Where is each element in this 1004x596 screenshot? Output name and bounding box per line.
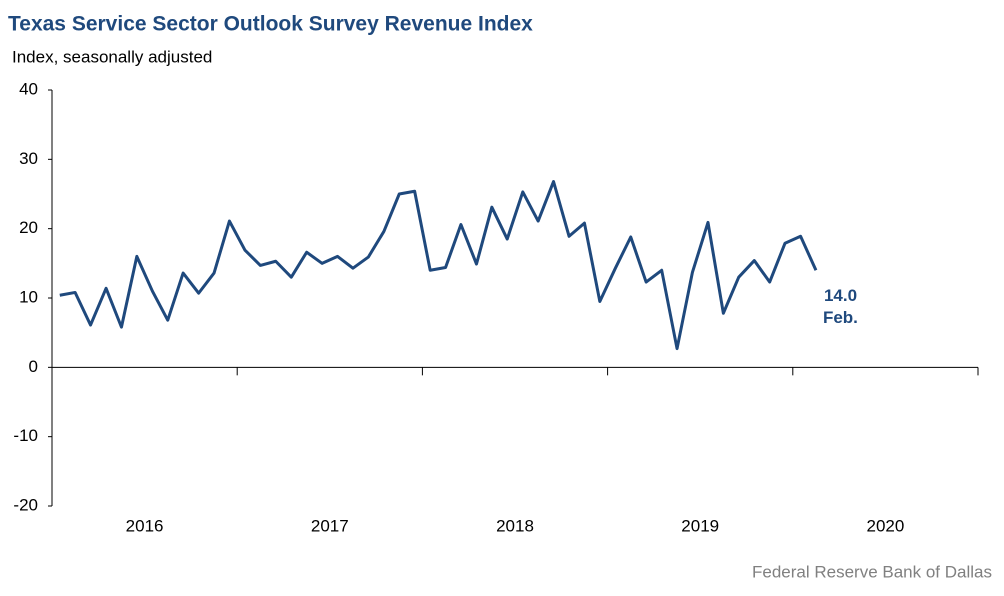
chart-title: Texas Service Sector Outlook Survey Reve… bbox=[8, 13, 533, 36]
y-tick-label: 30 bbox=[19, 149, 38, 168]
y-tick-label: 40 bbox=[19, 79, 38, 98]
annotation: Feb. bbox=[823, 308, 858, 327]
subtitle: Index, seasonally adjusted bbox=[12, 47, 212, 66]
y-tick-label: -20 bbox=[13, 495, 38, 514]
y-tick-label: 0 bbox=[29, 357, 38, 376]
line bbox=[59, 180, 818, 351]
source: Federal Reserve Bank of Dallas bbox=[752, 562, 992, 581]
x-tick-label: 2016 bbox=[126, 516, 164, 535]
x-tick-label: 2020 bbox=[866, 516, 904, 535]
value-label: 14.0 bbox=[824, 286, 857, 305]
y-tick-label: -10 bbox=[13, 426, 38, 445]
x-tick-label: 2017 bbox=[311, 516, 349, 535]
x-tick-label: 2019 bbox=[681, 516, 719, 535]
y-tick-label: 20 bbox=[19, 218, 38, 237]
x-tick-label: 2018 bbox=[496, 516, 534, 535]
y-tick-label: 10 bbox=[19, 287, 38, 306]
